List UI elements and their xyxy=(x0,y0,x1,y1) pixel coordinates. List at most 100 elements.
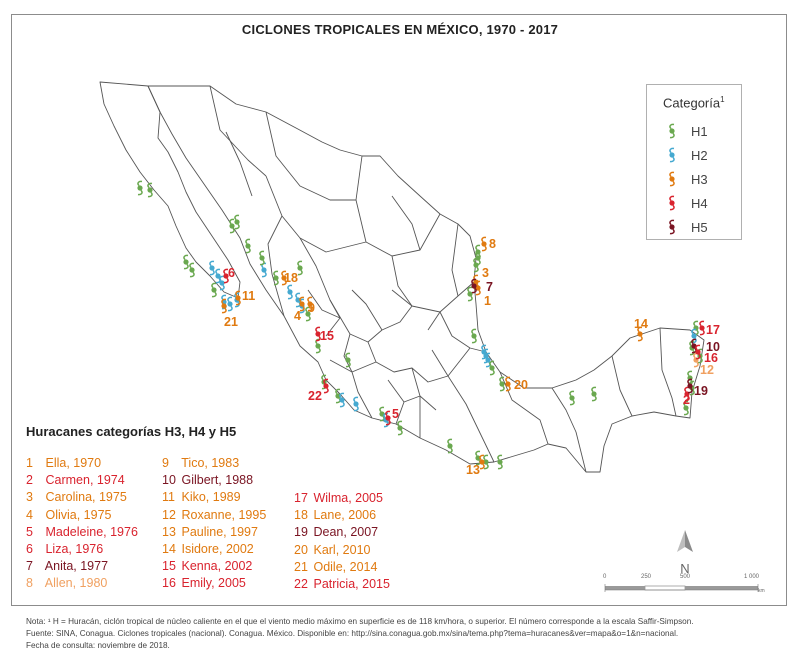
hurricane-list-col-3: 17 Wilma, 2005 18 Lane, 2006 19 Dean, 20… xyxy=(294,490,390,593)
hurricane-map-label: 14 xyxy=(634,317,648,331)
hurricane-marker xyxy=(215,268,221,284)
hurricane-map-label: 5 xyxy=(392,407,399,421)
hurricane-marker xyxy=(447,438,453,454)
scale-tick: 250 xyxy=(641,574,652,580)
map-title: CICLONES TROPICALES EN MÉXICO, 1970 - 20… xyxy=(241,22,559,37)
scale-tick: 0 xyxy=(603,574,607,580)
hurricane-list-item: 20 Karl, 2010 xyxy=(294,542,371,557)
hurricane-marker-5 xyxy=(385,410,391,426)
legend-symbol xyxy=(669,123,675,139)
hurricane-map-label: 3 xyxy=(482,266,489,280)
hurricane-list-item: 6 Liza, 1976 xyxy=(26,542,104,557)
hurricane-map-label: 12 xyxy=(700,363,714,377)
footnote-fuente: Fuente: SINA, Conagua. Ciclones tropical… xyxy=(26,629,679,638)
hurricane-marker xyxy=(499,376,505,392)
north-arrow-icon xyxy=(677,530,693,552)
hurricane-map-label: 11 xyxy=(242,289,255,303)
hurricane-marker xyxy=(335,388,341,404)
scale-graphic xyxy=(604,584,759,592)
legend: Categoría1 H1 H2 H3 H4 H5 xyxy=(646,84,742,240)
legend-title: Categoría1 xyxy=(663,95,725,111)
hurricane-marker xyxy=(189,262,195,278)
hurricane-marker xyxy=(569,390,575,406)
hurricane-map-label: 6 xyxy=(228,266,235,280)
legend-item-label: H4 xyxy=(691,195,708,211)
hurricane-marker xyxy=(483,348,489,364)
hurricane-map-label: 18 xyxy=(284,271,298,285)
hurricane-map-label: 17 xyxy=(706,323,720,337)
hurricane-marker xyxy=(345,352,351,368)
hurricane-list-item: 4 Olivia, 1975 xyxy=(26,507,112,522)
hurricane-marker xyxy=(287,284,293,300)
hurricane-map-label: 2 xyxy=(683,393,690,407)
hurricane-map-label: 9 xyxy=(308,301,315,315)
legend-item-label: H1 xyxy=(691,123,708,139)
hurricane-list-item: 15 Kenna, 2002 xyxy=(162,559,253,574)
legend-symbol xyxy=(669,195,675,211)
hurricane-marker-4 xyxy=(299,296,305,312)
hurricane-map-label: 21 xyxy=(224,315,238,329)
hurricane-list-item: 5 Madeleine, 1976 xyxy=(26,524,138,539)
hurricane-marker-16 xyxy=(695,344,701,360)
hurricane-list-item: 7 Anita, 1977 xyxy=(26,559,109,574)
legend-item-label: H5 xyxy=(691,219,708,235)
hurricane-marker-22 xyxy=(323,378,329,394)
legend-symbol xyxy=(669,147,675,163)
hurricane-map-label: 7 xyxy=(486,280,493,294)
hurricane-marker-6 xyxy=(223,268,229,284)
hurricane-icon xyxy=(663,147,681,163)
hurricane-list-item: 16 Emily, 2005 xyxy=(162,576,246,591)
hurricane-marker-17 xyxy=(699,320,705,336)
hurricane-map-label: 22 xyxy=(308,389,322,403)
hurricane-marker-8 xyxy=(481,236,487,252)
hurricane-marker-15 xyxy=(315,326,321,342)
hurricane-marker xyxy=(305,306,311,322)
legend-item-h5: H5 xyxy=(663,217,708,237)
hurricane-list-item: 12 Roxanne, 1995 xyxy=(162,507,267,522)
legend-item-h1: H1 xyxy=(663,121,708,141)
hurricane-marker xyxy=(273,270,279,286)
hurricane-list-item: 2 Carmen, 1974 xyxy=(26,473,125,488)
hurricane-list-item: 11 Kiko, 1989 xyxy=(162,490,241,505)
hurricane-icon xyxy=(663,171,681,187)
hurricane-list-item: 18 Lane, 2006 xyxy=(294,508,377,523)
hurricane-marker xyxy=(497,454,503,470)
hurricane-icon xyxy=(663,219,681,235)
hurricane-marker xyxy=(353,396,359,412)
hurricane-marker xyxy=(483,454,489,470)
hurricane-marker xyxy=(339,392,345,408)
hurricane-marker-21 xyxy=(221,298,227,314)
hurricane-marker xyxy=(227,296,233,312)
hurricane-list-item: 19 Dean, 2007 xyxy=(294,525,379,540)
hurricane-marker xyxy=(297,260,303,276)
hurricane-marker-13 xyxy=(479,454,485,470)
hurricane-list-item: 8 Allen, 1980 xyxy=(26,576,108,591)
hurricane-list-item: 10 Gilbert, 1988 xyxy=(162,473,254,488)
hurricane-marker xyxy=(261,262,267,278)
legend-symbol xyxy=(669,171,675,187)
mexico-outline xyxy=(99,81,705,473)
hurricane-list-col-2: 9 Tico, 1983 10 Gilbert, 1988 11 Kiko, 1… xyxy=(162,455,266,593)
hurricane-marker xyxy=(471,328,477,344)
hurricane-map-label: 15 xyxy=(320,329,334,343)
footnote-nota: Nota: ¹ H = Huracán, ciclón tropical de … xyxy=(26,617,694,626)
hurricane-marker xyxy=(683,400,689,416)
hurricane-marker xyxy=(259,250,265,266)
hurricane-marker xyxy=(137,180,143,196)
hurricane-map-label: 16 xyxy=(704,351,718,365)
hurricane-marker xyxy=(183,254,189,270)
hurricane-marker xyxy=(234,214,240,230)
hurricane-map-label: 1 xyxy=(484,294,491,308)
hurricane-markers xyxy=(137,180,705,470)
hurricane-marker xyxy=(475,244,481,260)
hurricane-map-label: 4 xyxy=(294,309,301,323)
hurricane-list-item: 1 Ella, 1970 xyxy=(26,456,102,470)
hurricane-marker xyxy=(209,260,215,276)
footnote-fecha: Fecha de consulta: noviembre de 2018. xyxy=(26,641,170,650)
legend-item-h2: H2 xyxy=(663,145,708,165)
hurricane-marker-9 xyxy=(307,296,313,312)
hurricanes-heading: Huracanes categorías H3, H4 y H5 xyxy=(26,424,237,439)
hurricane-map-label: 10 xyxy=(706,340,720,354)
